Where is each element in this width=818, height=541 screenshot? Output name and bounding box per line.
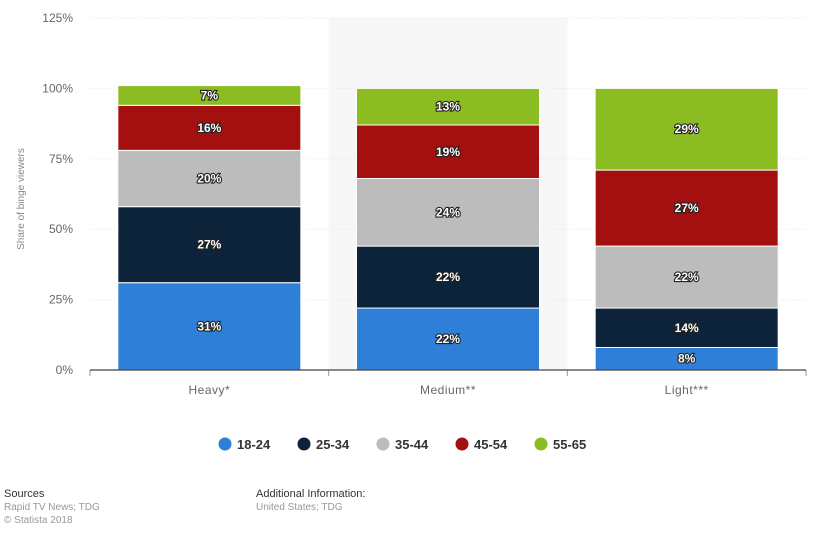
data-label: 13%: [436, 100, 460, 114]
legend-marker: [376, 437, 390, 451]
y-tick-label: 75%: [49, 152, 73, 166]
data-label: 31%: [197, 319, 221, 333]
y-tick-label: 50%: [49, 222, 73, 236]
bar-35-44-light[interactable]: [594, 245, 779, 309]
bar-55-65-heavy[interactable]: [117, 85, 302, 106]
data-label: 27%: [675, 201, 699, 215]
bar-55-65-light[interactable]: [594, 87, 779, 171]
x-category-label: Heavy*: [188, 383, 230, 397]
data-label: 29%: [675, 122, 699, 136]
data-label: 7%: [201, 88, 219, 102]
legend-marker: [218, 437, 232, 451]
y-tick-label: 125%: [42, 11, 73, 25]
additional-info-text: United States; TDG: [256, 502, 343, 513]
bar-55-65-medium[interactable]: [356, 87, 540, 126]
bar-25-34-medium[interactable]: [356, 245, 540, 309]
data-label: 22%: [436, 270, 460, 284]
y-axis-title: Share of binge viewers: [16, 148, 27, 250]
legend-marker: [534, 437, 548, 451]
legend-item-55-65[interactable]: 55-65: [534, 437, 587, 452]
x-category-label: Light***: [665, 383, 709, 397]
data-label: 19%: [436, 145, 460, 159]
data-label: 14%: [675, 321, 699, 335]
bar-45-54-medium[interactable]: [356, 124, 540, 180]
legend-marker: [297, 437, 311, 451]
legend-label: 55-65: [553, 437, 586, 452]
legend-item-25-34[interactable]: 25-34: [297, 437, 351, 452]
legend-marker: [455, 437, 469, 451]
bar-45-54-heavy[interactable]: [117, 104, 302, 151]
bar-25-34-light[interactable]: [594, 307, 779, 348]
bar-35-44-medium[interactable]: [356, 178, 540, 247]
bar-35-44-heavy[interactable]: [117, 149, 302, 208]
legend-label: 25-34: [316, 437, 350, 452]
bars: 31% 27% 20% 16% 7% 22% 22% 24% 19% 13% 8% 14% 22% 27%…: [117, 85, 779, 371]
sources-text[interactable]: Rapid TV News; TDG: [4, 502, 100, 513]
data-label: 22%: [675, 270, 699, 284]
legend-item-45-54[interactable]: 45-54: [455, 437, 509, 452]
x-axis: Heavy* Medium** Light***: [89, 369, 807, 397]
legend-label: 45-54: [474, 437, 508, 452]
sources-heading: Sources: [4, 488, 45, 500]
data-label: 22%: [436, 332, 460, 346]
legend-label: 18-24: [237, 437, 271, 452]
y-axis: 0% 25% 50% 75% 100% 125%: [42, 11, 73, 377]
copyright[interactable]: © Statista 2018: [4, 515, 73, 526]
data-label: 24%: [436, 205, 460, 219]
legend-label: 35-44: [395, 437, 429, 452]
bar-18-24-heavy[interactable]: [117, 282, 302, 371]
data-label: 20%: [197, 172, 221, 186]
legend-item-18-24[interactable]: 18-24: [218, 437, 272, 452]
y-tick-label: 0%: [56, 363, 74, 377]
data-label: 16%: [197, 121, 221, 135]
data-label: 27%: [197, 238, 221, 252]
y-tick-label: 25%: [49, 293, 73, 307]
bar-25-34-heavy[interactable]: [117, 206, 302, 284]
data-label: 8%: [678, 352, 696, 366]
additional-info-heading: Additional Information:: [256, 488, 366, 500]
additional-info-block: Additional Information: United States; T…: [256, 488, 365, 514]
x-category-label: Medium**: [420, 383, 476, 397]
sources-block: Sources Rapid TV News; TDG © Statista 20…: [4, 488, 100, 527]
legend[interactable]: 18-24 25-34 35-44 45-54 55-65: [218, 437, 587, 452]
y-tick-label: 100%: [42, 81, 73, 95]
legend-item-35-44[interactable]: 35-44: [376, 437, 430, 452]
bar-45-54-light[interactable]: [594, 169, 779, 247]
